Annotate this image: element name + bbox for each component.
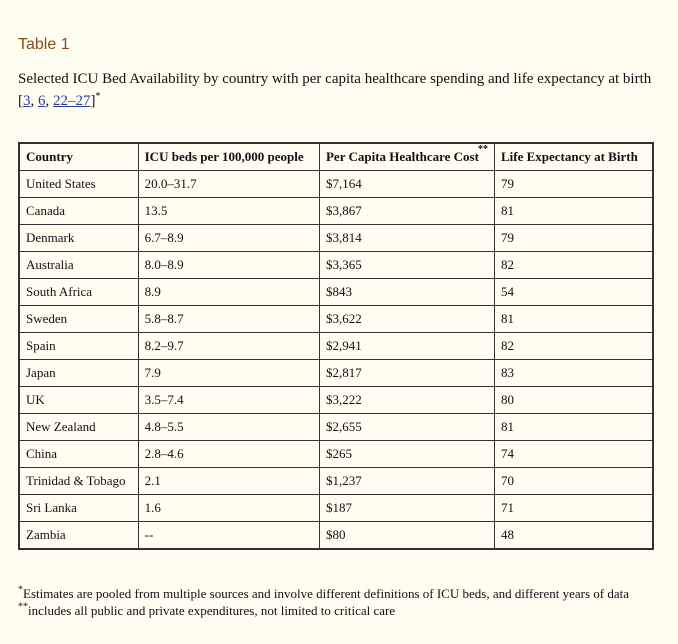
column-header: Life Expectancy at Birth [493, 142, 654, 171]
table-cell: -- [137, 521, 320, 550]
table-cell: 4.8–5.5 [137, 413, 320, 441]
footnote-text: includes all public and private expendit… [28, 603, 396, 618]
table-cell: 8.9 [137, 278, 320, 306]
header-row: Country ICU beds per 100,000 people Per Ca… [18, 142, 654, 171]
table-row: Denmark 6.7–8.9 $3,814 79 [18, 224, 654, 252]
table-cell: United States [18, 170, 139, 198]
table-cell: $3,867 [318, 197, 495, 225]
caption-close: ] [90, 93, 96, 109]
table-cell: $80 [318, 521, 495, 550]
table-cell: 48 [493, 521, 654, 550]
table-cell: $187 [318, 494, 495, 522]
table-cell: Sri Lanka [18, 494, 139, 522]
header-text: Country [26, 149, 73, 164]
table-cell: $843 [318, 278, 495, 306]
reference-link[interactable]: 6 [38, 93, 46, 109]
table-cell: 79 [493, 170, 654, 198]
reference-link[interactable]: 22–27 [53, 93, 91, 109]
table-row: UK 3.5–7.4 $3,222 80 [18, 386, 654, 414]
table-cell: UK [18, 386, 139, 414]
footnote-mark: * [95, 91, 101, 102]
table-cell: South Africa [18, 278, 139, 306]
table-row: New Zealand 4.8–5.5 $2,655 81 [18, 413, 654, 441]
table-cell: 5.8–8.7 [137, 305, 320, 333]
table-cell: 80 [493, 386, 654, 414]
table-cell: 1.6 [137, 494, 320, 522]
table-row: South Africa 8.9 $843 54 [18, 278, 654, 306]
table-caption: Selected ICU Bed Availability by country… [18, 68, 668, 112]
ref-separator: , [45, 93, 53, 109]
table-cell: $2,817 [318, 359, 495, 387]
table-cell: $3,814 [318, 224, 495, 252]
table-cell: 3.5–7.4 [137, 386, 320, 414]
table-cell: $2,941 [318, 332, 495, 360]
table-cell: 71 [493, 494, 654, 522]
table-cell: 8.2–9.7 [137, 332, 320, 360]
column-header: ICU beds per 100,000 people [137, 142, 320, 171]
table-row: Sri Lanka 1.6 $187 71 [18, 494, 654, 522]
footnote: *Estimates are pooled from multiple sour… [18, 585, 629, 602]
table-cell: $3,222 [318, 386, 495, 414]
table-row: Sweden 5.8–8.7 $3,622 81 [18, 305, 654, 333]
table-cell: Australia [18, 251, 139, 279]
table-cell: Canada [18, 197, 139, 225]
column-header: Country [18, 142, 139, 171]
table-cell: 79 [493, 224, 654, 252]
table-cell: 8.0–8.9 [137, 251, 320, 279]
table-cell: 20.0–31.7 [137, 170, 320, 198]
table-cell: 13.5 [137, 197, 320, 225]
table-cell: 70 [493, 467, 654, 495]
table-cell: 7.9 [137, 359, 320, 387]
table-cell: 6.7–8.9 [137, 224, 320, 252]
table-cell: Spain [18, 332, 139, 360]
footnote-text: Estimates are pooled from multiple sourc… [23, 586, 630, 601]
header-text: Life Expectancy at Birth [500, 149, 638, 164]
table-cell: $1,237 [318, 467, 495, 495]
table-row: Japan 7.9 $2,817 83 [18, 359, 654, 387]
data-table: Country ICU beds per 100,000 people Per Ca… [18, 142, 654, 550]
table-cell: 83 [493, 359, 654, 387]
table-cell: $7,164 [318, 170, 495, 198]
column-header: Per Capita Healthcare Cost ** [318, 142, 495, 171]
table-row: Zambia -- $80 48 [18, 521, 654, 550]
table-cell: 82 [493, 332, 654, 360]
table-cell: 81 [493, 305, 654, 333]
table-cell: Trinidad & Tobago [18, 467, 139, 495]
footnotes: *Estimates are pooled from multiple sour… [18, 585, 629, 619]
ref-separator: , [30, 93, 38, 109]
table-row: Trinidad & Tobago 2.1 $1,237 70 [18, 467, 654, 495]
table-cell: Denmark [18, 224, 139, 252]
reference-link[interactable]: 3 [23, 93, 31, 109]
table-row: China 2.8–4.6 $265 74 [18, 440, 654, 468]
header-text: ICU beds per 100,000 people [144, 149, 304, 164]
footnote-mark: * [18, 584, 23, 596]
table-cell: 82 [493, 251, 654, 279]
table-row: Canada 13.5 $3,867 81 [18, 197, 654, 225]
footnote-mark: ** [18, 601, 28, 613]
table-cell: 81 [493, 413, 654, 441]
table-cell: $265 [318, 440, 495, 468]
table-cell: Sweden [18, 305, 139, 333]
table-cell: 54 [493, 278, 654, 306]
table-cell: China [18, 440, 139, 468]
table-row: United States 20.0–31.7 $7,164 79 [18, 170, 654, 198]
footnote: **includes all public and private expend… [18, 602, 629, 619]
header-text: Per Capita Healthcare Cost [325, 149, 479, 164]
table-row: Australia 8.0–8.9 $3,365 82 [18, 251, 654, 279]
table-row: Spain 8.2–9.7 $2,941 82 [18, 332, 654, 360]
table-cell: 2.1 [137, 467, 320, 495]
table-cell: $2,655 [318, 413, 495, 441]
table-cell: 81 [493, 197, 654, 225]
table-cell: 74 [493, 440, 654, 468]
table-cell: Japan [18, 359, 139, 387]
table-cell: New Zealand [18, 413, 139, 441]
table-cell: Zambia [18, 521, 139, 550]
table-label: Table 1 [18, 36, 70, 53]
table-cell: $3,365 [318, 251, 495, 279]
table-cell: 2.8–4.6 [137, 440, 320, 468]
table-cell: $3,622 [318, 305, 495, 333]
caption-text: Selected ICU Bed Availability by country… [18, 71, 652, 109]
